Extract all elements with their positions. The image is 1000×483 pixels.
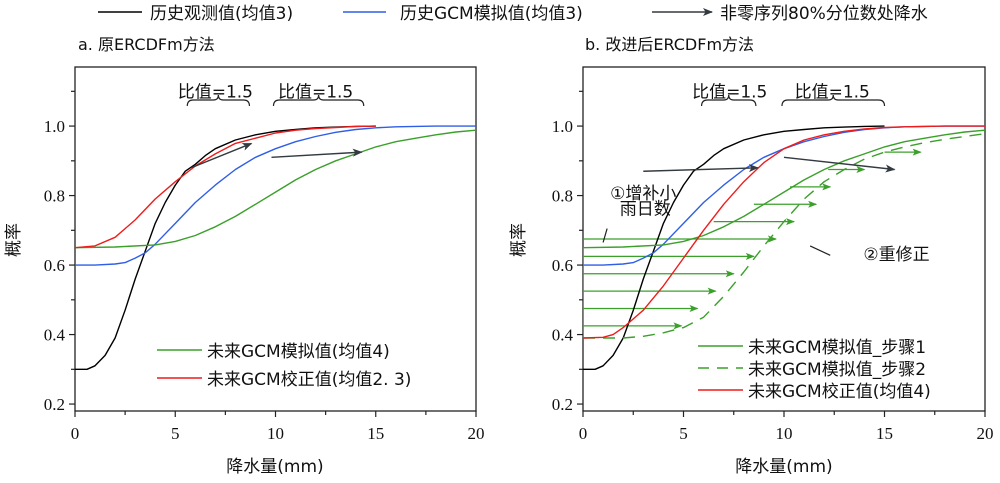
ratio-brace	[186, 94, 251, 107]
y-tick-label: 0.6	[552, 256, 573, 275]
x-tick-label: 10	[267, 424, 284, 443]
legend-label-arrow: 非零序列80%分位数处降水	[720, 4, 928, 24]
panel-a-title: a. 原ERCDFm方法	[78, 35, 215, 54]
panel-b-plot-area: 0 5 10 15 20 0.2 0.4 0.6 0.8 1.0 比值=1.5 比值=1.5 ①增补小雨…	[552, 66, 994, 443]
x-tick-label: 0	[71, 424, 80, 443]
series-line-corrected	[583, 125, 985, 339]
annotation-leader	[809, 245, 831, 256]
panel-b: b. 改进后ERCDFm方法 0 5 10 15 20 0.2 0.4 0.6 0.8 1.0 比值…	[509, 35, 994, 477]
ratio-label: 比值=1.5	[692, 82, 767, 102]
annotation-label: 雨日数	[620, 200, 671, 220]
ratio-label: 比值=1.5	[795, 82, 870, 102]
legend-label-step1: 未来GCM模拟值_步骤1	[748, 338, 926, 358]
quantile-arrow	[191, 142, 253, 169]
panel-b-title: b. 改进后ERCDFm方法	[585, 35, 754, 54]
series-line-step1	[583, 129, 985, 338]
x-tick-label: 20	[977, 424, 994, 443]
legend-label-step2: 未来GCM模拟值_步骤2	[748, 360, 926, 380]
panel-b-series-group	[583, 125, 985, 370]
ratio-label: 比值=1.5	[178, 82, 253, 102]
legend-label-corrected: 未来GCM校正值(均值4)	[748, 382, 931, 402]
quantile-arrow	[271, 148, 363, 159]
legend-item-arrow: 非零序列80%分位数处降水	[652, 4, 928, 24]
panel-a-ylabel: 概率	[4, 223, 24, 257]
ratio-brace	[781, 94, 886, 107]
x-tick-label: 0	[579, 424, 588, 443]
legend-label-future: 未来GCM模拟值(均值4)	[207, 342, 390, 362]
panel-a-xlabel: 降水量(mm)	[226, 457, 323, 477]
series-line-observed	[583, 125, 885, 370]
y-tick-label: 0.6	[44, 256, 65, 275]
x-tick-label: 5	[171, 424, 180, 443]
panel-b-xlabel: 降水量(mm)	[735, 457, 832, 477]
y-tick-label: 0.4	[552, 326, 574, 345]
annotation-label: ①增补小	[610, 184, 676, 204]
x-tick-label: 15	[367, 424, 384, 443]
panel-a-plot-area: 0 5 10 15 20 0.2 0.4 0.6 0.8 1.0 比值=1.5 比值=1.5 未来GCM…	[44, 66, 485, 443]
legend-label-observed: 历史观测值(均值3)	[150, 4, 293, 24]
ratio-brace	[272, 94, 365, 107]
quantile-arrow	[783, 156, 896, 173]
y-tick-label: 1.0	[552, 117, 573, 136]
panel-b-ylabel: 概率	[509, 223, 529, 257]
series-line-gcm_hist	[75, 125, 476, 266]
panel-a: a. 原ERCDFm方法 0 5 10 15 20 0.2 0.4 0.6 0.8 1.0 比值=1…	[4, 35, 485, 477]
x-tick-label: 20	[468, 424, 485, 443]
quantile-arrow	[643, 164, 759, 173]
y-tick-label: 0.4	[44, 326, 66, 345]
annotation-leader	[602, 228, 608, 243]
y-tick-label: 0.2	[552, 395, 573, 414]
legend-item-gcm-hist: 历史GCM模拟值(均值3)	[343, 4, 583, 24]
y-tick-label: 0.8	[44, 187, 65, 206]
annotation-label: ②重修正	[863, 245, 929, 265]
y-tick-label: 1.0	[44, 117, 65, 136]
x-tick-label: 5	[679, 424, 688, 443]
ratio-brace	[700, 94, 757, 107]
x-tick-label: 10	[776, 424, 793, 443]
figure-legend: 历史观测值(均值3) 历史GCM模拟值(均值3) 非零序列80%分位数处降水	[98, 4, 928, 24]
legend-item-observed: 历史观测值(均值3)	[98, 4, 293, 24]
series-line-step2	[583, 133, 985, 339]
x-tick-label: 15	[876, 424, 893, 443]
ratio-label: 比值=1.5	[278, 82, 353, 102]
series-line-future	[75, 129, 476, 249]
y-tick-label: 0.2	[44, 395, 65, 414]
y-tick-label: 0.8	[552, 187, 573, 206]
panel-a-series-group	[75, 125, 476, 370]
legend-label-corrected: 未来GCM校正值(均值2. 3)	[207, 370, 411, 390]
series-line-corrected	[75, 125, 376, 249]
legend-label-gcm-hist: 历史GCM模拟值(均值3)	[400, 4, 583, 24]
